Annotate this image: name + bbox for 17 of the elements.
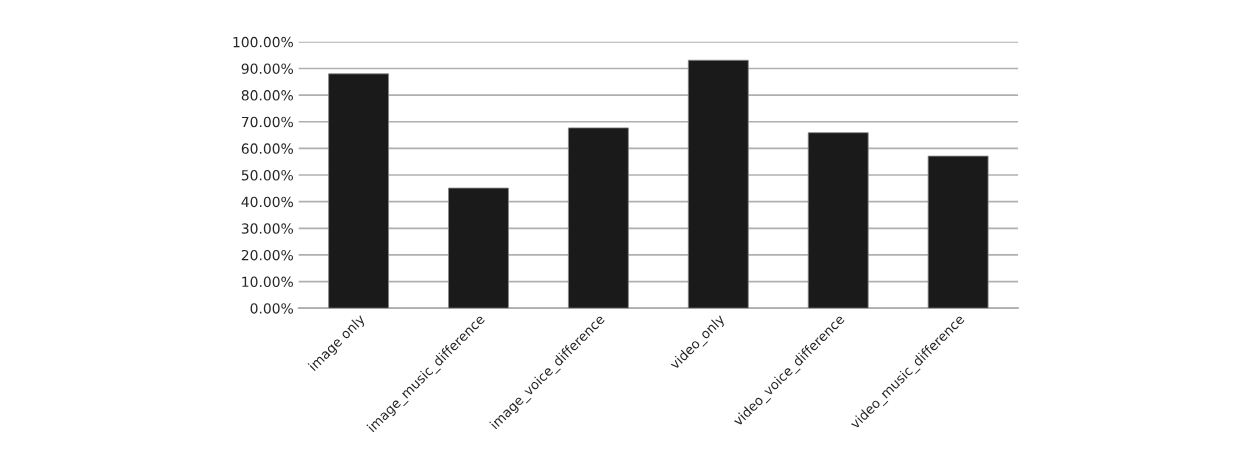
y-tick-label: 20.00% — [241, 249, 293, 261]
bar — [687, 59, 749, 309]
y-tick-label: 90.00% — [241, 63, 293, 74]
y-tick-label: 30.00% — [241, 223, 293, 234]
y-tick-label: 50.00% — [241, 170, 293, 181]
y-tick-label: 60.00% — [241, 143, 293, 154]
bar — [927, 155, 989, 309]
y-tick-label: 70.00% — [241, 116, 293, 128]
y-tick-label: 0.00% — [250, 303, 293, 314]
bar — [807, 132, 869, 309]
y-tick-label: 100.00% — [233, 36, 293, 48]
bar — [448, 187, 509, 309]
bar — [328, 73, 389, 309]
y-tick-label: 80.00% — [241, 90, 293, 101]
y-tick-label: 40.00% — [241, 196, 293, 208]
bar — [568, 127, 629, 309]
y-tick-label: 10.00% — [242, 276, 293, 288]
